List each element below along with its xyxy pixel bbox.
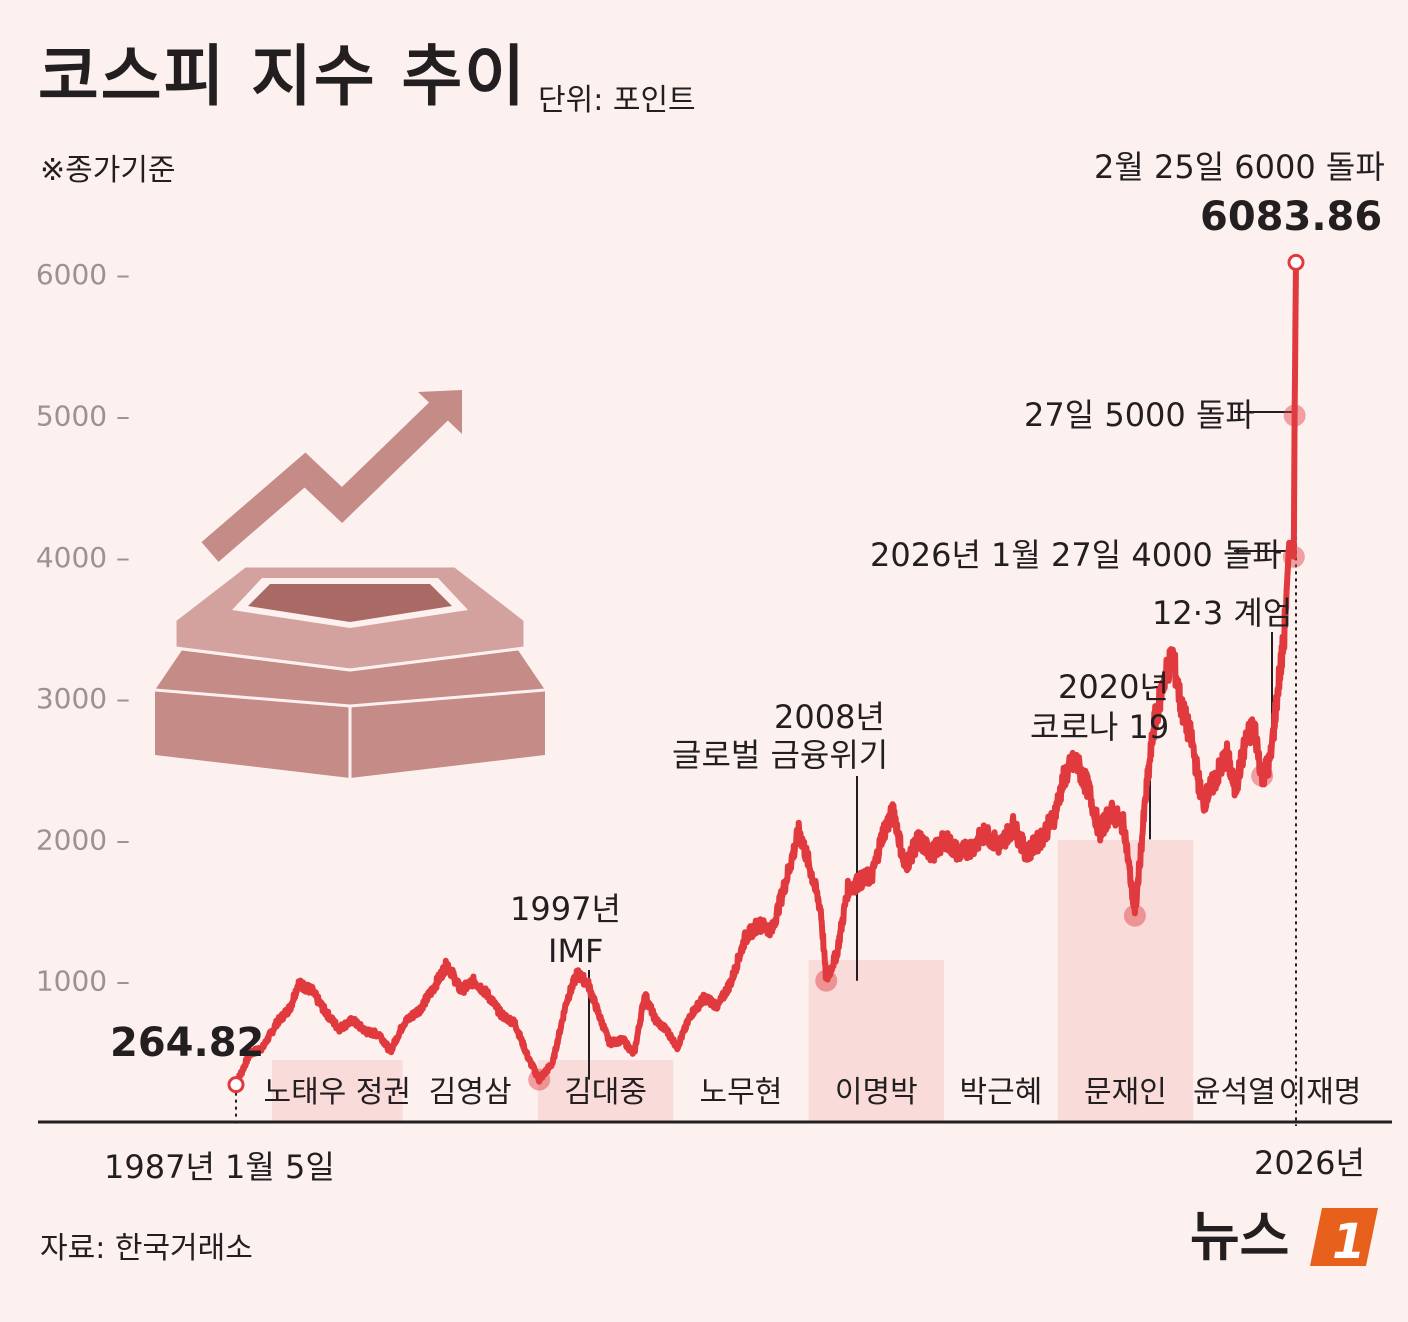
unit-label: 단위: 포인트 bbox=[538, 83, 696, 118]
y-tick-label-4000: 4000 – bbox=[36, 541, 130, 574]
break-4000-label: 2026년 1월 27일 4000 돌파 bbox=[870, 536, 1282, 574]
imf-year-label: 1997년 bbox=[510, 890, 621, 928]
x-end-label: 2026년 bbox=[1254, 1144, 1365, 1182]
peak-point-marker bbox=[1287, 253, 1305, 271]
imf-low-marker bbox=[528, 1068, 551, 1091]
start-value-label: 264.82 bbox=[110, 1020, 264, 1066]
start-point-marker bbox=[227, 1076, 245, 1094]
covid-low-marker bbox=[1123, 904, 1146, 927]
break-5000-marker bbox=[1283, 404, 1306, 427]
closing-price-note: ※종가기준 bbox=[40, 153, 176, 188]
rising-arrow-icon bbox=[201, 390, 462, 562]
news1-logo: 뉴스 1 bbox=[1190, 1200, 1390, 1280]
y-tick-label-6000: 6000 – bbox=[36, 258, 130, 291]
era-label-8: 이재명 bbox=[1279, 1075, 1362, 1110]
chart-title: 코스피 지수 추이 bbox=[38, 38, 527, 115]
era-label-4: 이명박 bbox=[835, 1075, 918, 1110]
crisis-label: 글로벌 금융위기 bbox=[672, 736, 888, 774]
martial-law-label: 12·3 계엄 bbox=[1152, 594, 1292, 632]
era-label-1: 김영삼 bbox=[429, 1075, 512, 1110]
era-band-4 bbox=[808, 960, 945, 1122]
source-label: 자료: 한국거래소 bbox=[40, 1231, 253, 1266]
y-tick-label-3000: 3000 – bbox=[36, 682, 130, 715]
covid-year-label: 2020년 bbox=[1058, 668, 1169, 706]
peak-value-label: 6083.86 bbox=[1200, 194, 1382, 240]
era-label-0: 노태우 정권 bbox=[263, 1075, 411, 1110]
x-start-label: 1987년 1월 5일 bbox=[104, 1148, 335, 1186]
break-6000-label: 2월 25일 6000 돌파 bbox=[1094, 148, 1385, 186]
logo-mark-icon: 1 bbox=[1310, 1208, 1378, 1270]
crisis-low-marker bbox=[815, 969, 838, 992]
era-label-6: 문재인 bbox=[1084, 1075, 1167, 1110]
era-band-2 bbox=[537, 1060, 674, 1122]
era-band-0 bbox=[272, 1060, 403, 1122]
break-5000-label: 27일 5000 돌파 bbox=[1024, 396, 1255, 434]
break-4000-marker bbox=[1282, 545, 1305, 568]
y-tick-label-2000: 2000 – bbox=[36, 823, 130, 856]
y-tick-label-5000: 5000 – bbox=[36, 400, 130, 433]
era-label-3: 노무현 bbox=[700, 1075, 783, 1110]
martial-law-marker bbox=[1251, 764, 1274, 787]
era-label-2: 김대중 bbox=[564, 1075, 647, 1110]
pedestal-icon bbox=[154, 564, 546, 778]
imf-label: IMF bbox=[548, 932, 603, 970]
covid-label: 코로나 19 bbox=[1030, 708, 1169, 746]
era-band-6 bbox=[1057, 840, 1194, 1122]
svg-text:1: 1 bbox=[1332, 1214, 1365, 1270]
logo-text: 뉴스 bbox=[1190, 1205, 1290, 1268]
era-label-5: 박근혜 bbox=[959, 1075, 1042, 1110]
crisis-year-label: 2008년 bbox=[774, 698, 885, 736]
era-label-7: 윤석열 bbox=[1193, 1075, 1276, 1110]
y-tick-label-1000: 1000 – bbox=[36, 965, 130, 998]
kospi-series-line bbox=[233, 262, 1299, 1088]
